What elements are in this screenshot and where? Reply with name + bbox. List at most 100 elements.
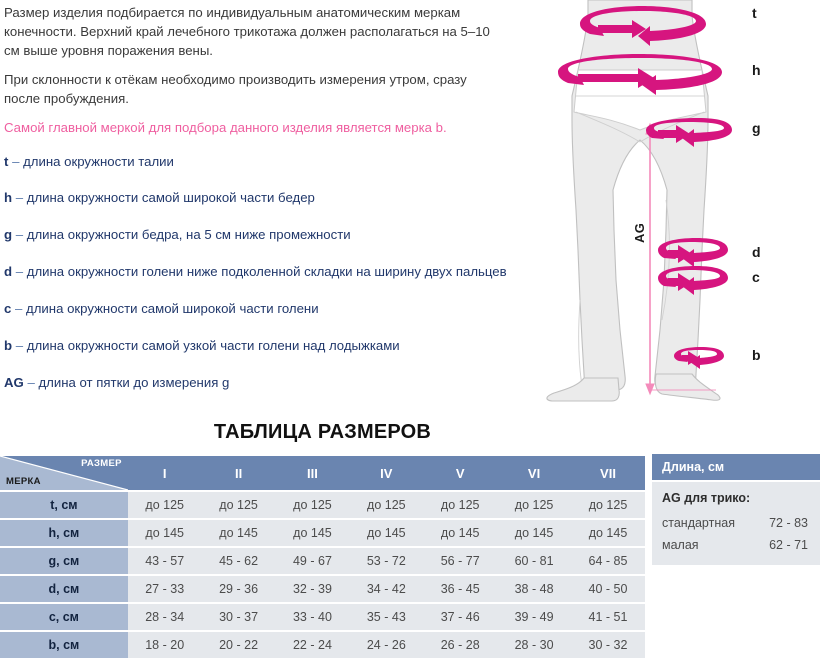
legend-dash-d: –	[15, 264, 24, 279]
legend-dash-ag: –	[27, 375, 35, 390]
legend-key-t: t	[4, 154, 9, 169]
measure-ring-t	[580, 6, 706, 46]
row-label-b: b, см	[0, 632, 128, 658]
cell-t-3: до 125	[275, 492, 350, 518]
legend-key-h: h	[4, 190, 13, 205]
cell-b-6: 28 - 30	[497, 632, 572, 658]
cell-d-3: 32 - 39	[275, 576, 350, 602]
size-table: РАЗМЕР МЕРКА I II III IV V VI VII t, см …	[0, 454, 645, 660]
cell-d-6: 38 - 48	[497, 576, 572, 602]
diagram-label-t: t	[752, 5, 757, 21]
cell-t-5: до 125	[423, 492, 498, 518]
cell-h-1: до 145	[127, 520, 202, 546]
table-row: t, см до 125 до 125 до 125 до 125 до 125…	[0, 492, 645, 518]
measure-ring-c	[658, 266, 728, 295]
cell-h-4: до 145	[349, 520, 424, 546]
cell-t-7: до 125	[571, 492, 645, 518]
length-panel-header: Длина, см	[652, 454, 820, 480]
corner-size-label: РАЗМЕР	[81, 458, 122, 469]
cell-t-2: до 125	[201, 492, 276, 518]
column-header-3: III	[275, 456, 350, 490]
legend-item-ag: AG – длина от пятки до измерения g	[4, 373, 229, 392]
diagram-label-ag: AG	[632, 222, 647, 243]
length-row-standard: стандартная 72 - 83	[662, 512, 810, 534]
body-measurement-diagram: t h g d c b AG	[520, 0, 820, 410]
size-table-title: ТАБЛИЦА РАЗМЕРОВ	[213, 421, 432, 443]
diagram-label-b: b	[752, 347, 761, 363]
legend-item-h: h – длина окружности самой широкой части…	[4, 188, 315, 207]
cell-h-6: до 145	[497, 520, 572, 546]
legend-key-d: d	[4, 264, 13, 279]
corner-measure-label: МЕРКА	[6, 476, 41, 487]
cell-g-2: 45 - 62	[201, 548, 276, 574]
length-value-standard: 72 - 83	[769, 516, 808, 530]
column-header-4: IV	[349, 456, 424, 490]
cell-g-3: 49 - 67	[275, 548, 350, 574]
cell-b-2: 20 - 22	[201, 632, 276, 658]
body-shape-group	[546, 0, 721, 402]
column-header-6: VI	[497, 456, 572, 490]
table-row: d, см 27 - 33 29 - 36 32 - 39 34 - 42 36…	[0, 576, 645, 602]
cell-g-6: 60 - 81	[497, 548, 572, 574]
cell-d-1: 27 - 33	[127, 576, 202, 602]
cell-d-7: 40 - 50	[571, 576, 645, 602]
table-row: c, см 28 - 34 30 - 37 33 - 40 35 - 43 37…	[0, 604, 645, 630]
legend-text-c: длина окружности самой широкой части гол…	[26, 301, 319, 316]
cell-c-6: 39 - 49	[497, 604, 572, 630]
row-label-h: h, см	[0, 520, 128, 546]
cell-b-1: 18 - 20	[127, 632, 202, 658]
measure-ring-b	[674, 347, 724, 369]
size-table-head: РАЗМЕР МЕРКА I II III IV V VI VII	[0, 456, 645, 490]
table-row: h, см до 145 до 145 до 145 до 145 до 145…	[0, 520, 645, 546]
legend-item-c: c – длина окружности самой широкой части…	[4, 299, 319, 318]
diagram-label-d: d	[752, 244, 761, 260]
legend-dash-t: –	[12, 154, 20, 169]
column-header-7: VII	[571, 456, 645, 490]
legend-dash-c: –	[15, 301, 23, 316]
measure-ring-h	[558, 54, 722, 95]
size-table-header-row: РАЗМЕР МЕРКА I II III IV V VI VII	[0, 456, 645, 490]
intro-paragraph-2: При склонности к отёкам необходимо произ…	[4, 72, 467, 106]
cell-t-1: до 125	[127, 492, 202, 518]
legend-key-g: g	[4, 227, 13, 242]
measure-ring-d	[658, 238, 728, 267]
cell-t-6: до 125	[497, 492, 572, 518]
legend-text-g: длина окружности бедра, на 5 см ниже про…	[26, 227, 351, 242]
row-label-c: c, см	[0, 604, 128, 630]
legend-dash-b: –	[15, 338, 24, 353]
cell-d-2: 29 - 36	[201, 576, 276, 602]
cell-g-4: 53 - 72	[349, 548, 424, 574]
length-label-standard: стандартная	[662, 516, 735, 530]
length-panel-body: AG для трико: стандартная 72 - 83 малая …	[652, 482, 820, 565]
legend-item-t: t – длина окружности талии	[4, 152, 174, 171]
cell-h-7: до 145	[571, 520, 645, 546]
legend-item-b: b – длина окружности самой узкой части г…	[4, 336, 400, 355]
cell-c-2: 30 - 37	[201, 604, 276, 630]
diagram-label-g: g	[752, 120, 761, 136]
legend-text-ag: длина от пятки до измерения g	[38, 375, 230, 390]
legend-key-b: b	[4, 338, 13, 353]
cell-b-7: 30 - 32	[571, 632, 645, 658]
cell-g-7: 64 - 85	[571, 548, 645, 574]
table-row: g, см 43 - 57 45 - 62 49 - 67 53 - 72 56…	[0, 548, 645, 574]
length-panel: Длина, см AG для трико: стандартная 72 -…	[652, 454, 820, 565]
cell-h-3: до 145	[275, 520, 350, 546]
size-table-body: t, см до 125 до 125 до 125 до 125 до 125…	[0, 492, 645, 658]
cell-g-1: 43 - 57	[127, 548, 202, 574]
cell-c-5: 37 - 46	[423, 604, 498, 630]
row-label-d: d, см	[0, 576, 128, 602]
legend-text-b: длина окружности самой узкой части голен…	[26, 338, 400, 353]
cell-h-2: до 145	[201, 520, 276, 546]
length-row-small: малая 62 - 71	[662, 534, 810, 556]
intro-paragraph-1: Размер изделия подбирается по индивидуал…	[4, 5, 490, 58]
legend-item-g: g – длина окружности бедра, на 5 см ниже…	[4, 225, 351, 244]
length-label-small: малая	[662, 538, 699, 552]
cell-c-3: 33 - 40	[275, 604, 350, 630]
legend-dash-h: –	[15, 190, 24, 205]
legend-key-ag: AG	[4, 375, 24, 390]
column-header-5: V	[423, 456, 498, 490]
cell-d-4: 34 - 42	[349, 576, 424, 602]
measure-ring-g	[646, 118, 732, 147]
legend-dash-g: –	[15, 227, 24, 242]
key-measurement-note: Самой главной меркой для подбора данного…	[4, 120, 447, 135]
